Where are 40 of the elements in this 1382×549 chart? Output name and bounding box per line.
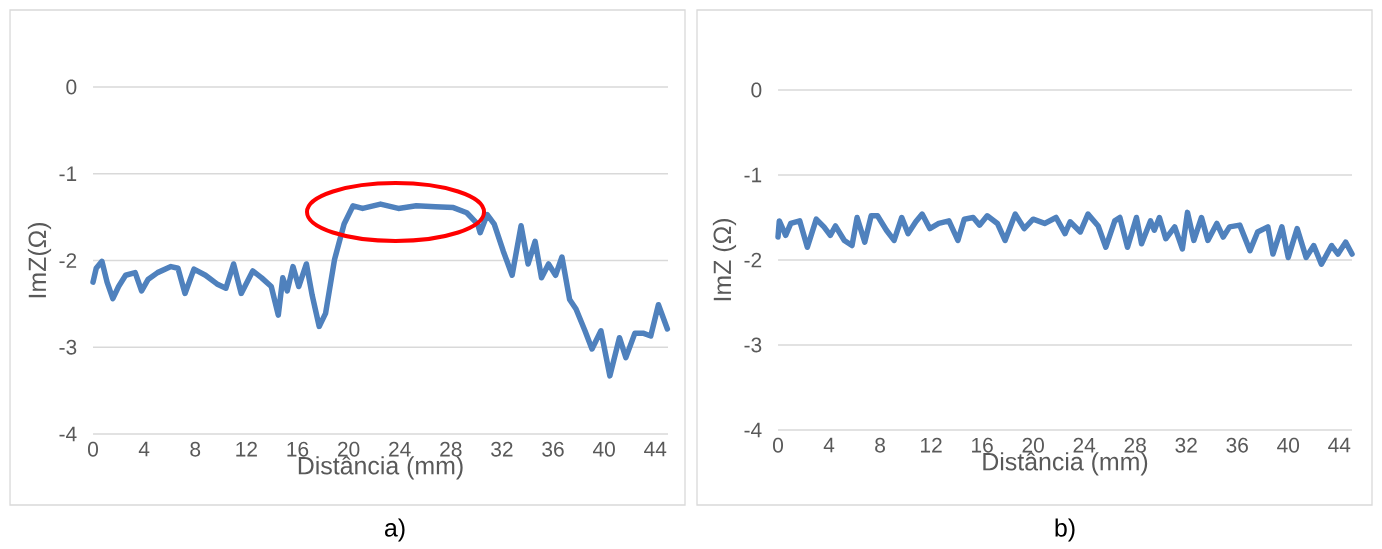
x-tick-label: 12 (921, 437, 942, 453)
x-tick-label: 4 (138, 441, 150, 457)
x-tick-label: 16 (972, 437, 993, 453)
x-tick-label: 36 (1226, 437, 1248, 453)
x-tick-label: 36 (542, 441, 564, 457)
y-tick-label: -1 (59, 166, 77, 181)
x-tick-label: 40 (1277, 437, 1300, 453)
x-tick-label: 8 (875, 437, 885, 453)
x-tick-label: 24 (389, 441, 411, 457)
y-tick-label: -1 (744, 167, 762, 183)
y-tick-label: -4 (59, 426, 77, 442)
x-tick-label: 0 (88, 441, 99, 457)
x-tick-label: 28 (1124, 437, 1146, 453)
x-tick-label: 0 (773, 437, 784, 453)
text: b) (1055, 518, 1075, 542)
x-tick-label: 32 (1175, 437, 1197, 453)
x-tick-label: 28 (440, 441, 462, 457)
x-tick-label: 20 (337, 441, 360, 457)
x-axis-title: Distância (mm) (983, 452, 1148, 476)
x-tick-label: 12 (236, 441, 257, 457)
text: a) (385, 518, 405, 542)
y-tick-label: -3 (744, 337, 762, 353)
y-tick-label: -4 (744, 422, 762, 438)
x-tick-label: 44 (644, 441, 667, 457)
y-tick-label: -3 (59, 339, 77, 355)
y-tick-label: -2 (59, 253, 77, 268)
y-axis-title: ImZ (Ω) (712, 219, 737, 301)
x-tick-label: 24 (1073, 437, 1096, 453)
y-tick-label: 0 (751, 82, 762, 98)
x-tick-label: 4 (823, 437, 835, 453)
x-tick-label: 32 (491, 441, 513, 457)
y-tick-label: -2 (744, 252, 762, 268)
x-tick-label: 40 (592, 441, 615, 457)
y-axis-title: ImZ(Ω) (27, 222, 52, 298)
x-tick-label: 20 (1022, 437, 1044, 453)
x-tick-label: 8 (190, 441, 201, 457)
y-tick-label: 0 (66, 79, 77, 95)
x-tick-label: 44 (1328, 437, 1351, 453)
x-axis-title: Distância (mm) (298, 456, 463, 480)
x-tick-label: 16 (287, 441, 309, 457)
